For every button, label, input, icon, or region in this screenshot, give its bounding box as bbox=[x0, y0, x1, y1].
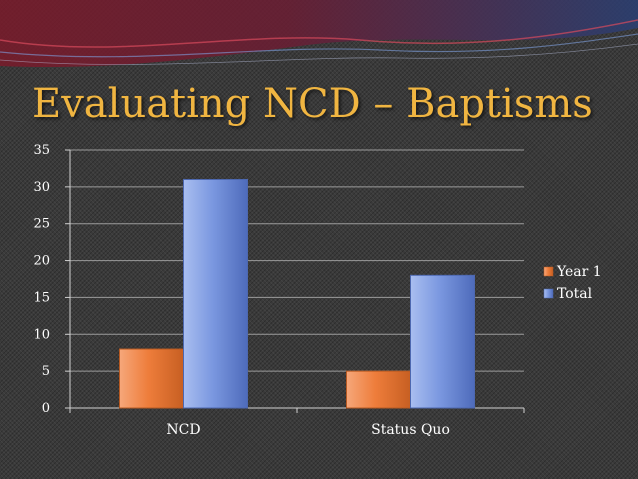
bar-total-ncd bbox=[183, 178, 248, 409]
legend-swatch-total bbox=[543, 288, 554, 299]
bar-total-status-quo bbox=[410, 274, 475, 409]
decorative-banner bbox=[0, 0, 638, 68]
x-category-label: NCD bbox=[166, 422, 200, 438]
legend-swatch-year-1 bbox=[543, 266, 554, 277]
y-tick-label: 10 bbox=[33, 327, 50, 342]
y-tick-label: 25 bbox=[33, 217, 50, 232]
bar-year-1-ncd bbox=[119, 348, 184, 409]
x-category-label: Status Quo bbox=[371, 422, 450, 438]
bar-year-1-status-quo bbox=[346, 370, 411, 409]
y-tick-label: 35 bbox=[33, 143, 50, 158]
y-tick-label: 15 bbox=[33, 290, 50, 305]
y-tick-label: 0 bbox=[42, 401, 50, 416]
legend-label-total: Total bbox=[557, 286, 593, 302]
y-tick-label: 20 bbox=[33, 254, 50, 269]
y-tick-label: 30 bbox=[33, 180, 50, 195]
legend-label-year-1: Year 1 bbox=[556, 264, 602, 280]
slide-title: Evaluating NCD – Baptisms bbox=[32, 81, 593, 127]
y-tick-label: 5 bbox=[42, 364, 50, 379]
